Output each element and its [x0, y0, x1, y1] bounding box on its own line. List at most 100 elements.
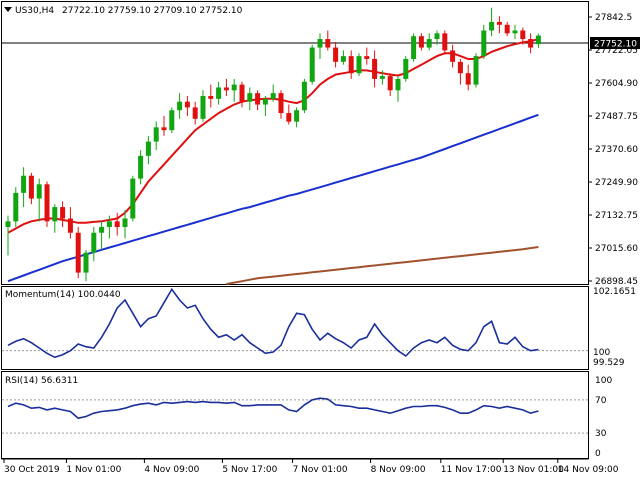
price-panel[interactable]: US30,H4 27722.10 27759.10 27709.10 27752…	[1, 1, 640, 288]
candle-body	[106, 221, 112, 228]
momentum-tick-label: 102.1651	[593, 287, 636, 297]
candle	[262, 96, 268, 116]
candle	[223, 78, 229, 96]
candle	[13, 187, 19, 228]
momentum-tick-label: 99.529	[593, 358, 625, 368]
candle-body	[231, 84, 237, 91]
candle	[106, 215, 112, 239]
candle	[75, 227, 81, 279]
candlesticks	[5, 7, 541, 282]
time-tick-label: 11 Nov 17:00	[441, 465, 502, 475]
time-tick-label: 7 Nov 01:00	[293, 465, 348, 475]
ohlc-label: 27722.10 27759.10 27709.10 27752.10	[62, 6, 243, 16]
candle-body	[481, 30, 487, 57]
candle-body	[465, 73, 471, 85]
momentum-line	[2, 287, 588, 359]
candle	[177, 93, 183, 119]
candle	[138, 150, 144, 185]
candle-body	[177, 101, 183, 111]
candle-body	[317, 39, 323, 48]
candle	[528, 33, 534, 54]
candle	[91, 227, 97, 262]
candle	[356, 53, 362, 77]
candle-body	[75, 232, 81, 273]
candle	[21, 167, 27, 208]
candle	[426, 33, 432, 51]
candle	[231, 78, 237, 102]
candle	[520, 27, 526, 45]
price-tick-label: 27249.90	[595, 178, 638, 188]
candle	[169, 107, 175, 134]
candle	[60, 201, 66, 228]
candle-body	[21, 175, 27, 193]
candle	[403, 56, 409, 82]
candle-body	[333, 47, 339, 62]
candle-body	[294, 110, 300, 122]
candle-body	[426, 39, 432, 48]
candle	[99, 221, 105, 250]
time-tick-label: 1 Nov 01:00	[66, 465, 121, 475]
momentum-panel-frame	[1, 286, 589, 370]
candle-body	[153, 127, 159, 142]
candle-body	[36, 184, 42, 199]
price-tick-label: 27604.90	[595, 79, 638, 89]
candle-body	[496, 21, 502, 25]
candle-body	[535, 35, 541, 45]
candle-body	[418, 36, 424, 48]
candle	[36, 178, 42, 222]
candle	[333, 41, 339, 68]
candle-body	[434, 33, 440, 40]
candle-body	[192, 107, 198, 119]
price-tick-label: 27722.05	[595, 46, 638, 56]
price-tick-label: 27132.75	[595, 211, 638, 221]
time-tick-label: 8 Nov 09:00	[371, 465, 426, 475]
current-price-label: 27752.10	[594, 40, 637, 50]
candle-body	[91, 232, 97, 253]
candle	[395, 76, 401, 102]
candle-body	[301, 81, 307, 111]
rsi-tick-label: 100	[595, 376, 612, 386]
candle-body	[247, 93, 253, 102]
momentum-label: Momentum(14) 100.0440	[5, 290, 121, 300]
candle	[122, 209, 128, 239]
rsi-panel[interactable]: RSI(14) 56.6311 100 70 30 0	[1, 371, 613, 460]
candle-body	[83, 252, 89, 273]
candle-body	[473, 56, 479, 85]
candle-body	[99, 227, 105, 233]
price-tick-label: 27842.5	[595, 13, 632, 23]
candle	[153, 121, 159, 151]
candle-body	[387, 76, 393, 91]
candle	[270, 84, 276, 102]
candle	[364, 47, 370, 65]
candle	[379, 70, 385, 85]
panel-dropdown-icon[interactable]	[4, 7, 12, 12]
candle-body	[372, 58, 378, 79]
candle-body	[184, 101, 190, 108]
candle-body	[403, 58, 409, 79]
candle	[301, 78, 307, 114]
candle-body	[13, 192, 19, 222]
candle-body	[239, 84, 245, 102]
candle-body	[528, 39, 534, 48]
candle-body	[348, 56, 354, 74]
candle	[372, 50, 378, 88]
time-tick-label: 30 Oct 2019	[4, 465, 60, 475]
candle	[340, 50, 346, 65]
candle	[161, 115, 167, 136]
candle-body	[28, 175, 34, 199]
candle	[192, 101, 198, 125]
candle	[504, 21, 510, 37]
candle-body	[138, 155, 144, 179]
candle	[512, 24, 518, 40]
candle-body	[255, 93, 261, 105]
price-tick-label: 27487.75	[595, 112, 638, 122]
price-axis: 27842.5 27722.05 27604.90 27487.75 27370.60 2…	[588, 13, 638, 287]
candle-body	[67, 218, 73, 233]
candle	[411, 33, 417, 62]
candle-body	[286, 113, 292, 122]
price-panel-frame	[1, 1, 589, 285]
candle	[52, 204, 58, 233]
